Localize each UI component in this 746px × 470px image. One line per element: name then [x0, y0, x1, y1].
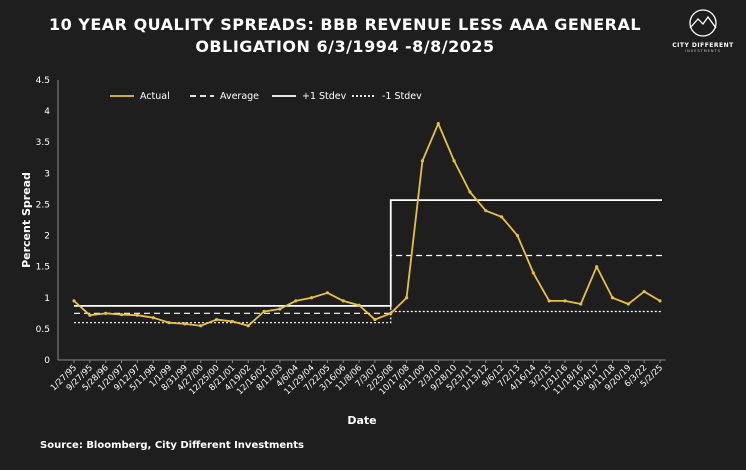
legend-label: Actual [140, 91, 170, 102]
data-point [626, 302, 630, 306]
data-point [230, 319, 234, 324]
data-point [500, 215, 504, 219]
chart-title-line1: 10 YEAR QUALITY SPREADS: BBB REVENUE LES… [48, 15, 642, 34]
data-point [294, 299, 298, 303]
data-point [72, 299, 76, 303]
data-point [214, 317, 219, 322]
data-point [610, 296, 615, 300]
data-point [119, 312, 124, 317]
data-point [135, 313, 139, 317]
y-tick-label: 3.5 [36, 138, 50, 148]
y-tick-label: 4 [44, 107, 50, 117]
series-line-actual [73, 122, 661, 327]
ref-line-average [74, 254, 662, 314]
data-point [563, 299, 567, 303]
data-series [72, 121, 662, 328]
data-point [531, 271, 535, 275]
data-point [151, 316, 155, 320]
x-axis-title: Date [347, 414, 376, 427]
y-tick-label: 0.5 [36, 325, 50, 335]
data-point [642, 289, 646, 294]
legend-label: +1 Stdev [302, 91, 347, 102]
data-point [104, 311, 108, 315]
data-point [420, 159, 425, 163]
ref-line--1-stdev [74, 199, 662, 307]
y-tick-label: 1 [44, 294, 50, 304]
chart-axes: 00.511.522.533.544.51/27/959/27/955/28/9… [20, 76, 666, 427]
data-point [404, 296, 409, 300]
data-point [452, 159, 456, 163]
logo-tag: INVESTMENTS [685, 49, 721, 53]
data-point [484, 209, 488, 213]
chart-legend: Actual Average +1 Stdev -1 Stdev [110, 91, 422, 102]
data-point [88, 313, 92, 317]
data-point [547, 299, 551, 303]
data-point [183, 322, 187, 326]
y-tick-label: 4.5 [36, 76, 50, 86]
data-point [262, 309, 266, 314]
data-point [468, 190, 472, 194]
mountain-logo-icon [689, 9, 717, 37]
company-logo: CITY DIFFERENT INVESTMENTS [670, 8, 736, 64]
data-point [373, 317, 377, 322]
data-point [325, 291, 330, 295]
legend-label: Average [220, 91, 259, 102]
data-point [341, 299, 345, 303]
data-point [515, 233, 520, 238]
data-point [658, 299, 662, 303]
data-point [278, 307, 282, 311]
data-point [579, 302, 583, 306]
data-point [595, 265, 599, 269]
data-point [246, 324, 250, 328]
logo-name: CITY DIFFERENT [672, 42, 734, 49]
data-point [309, 296, 314, 300]
reference-lines [74, 199, 662, 324]
chart-title-line2: OBLIGATION 6/3/1994 -8/8/2025 [195, 37, 495, 56]
data-point [199, 324, 203, 328]
data-point [389, 311, 393, 315]
y-tick-label: 0 [44, 356, 50, 366]
y-tick-label: 2.5 [36, 200, 50, 210]
data-point [436, 121, 440, 126]
chart-title: 10 YEAR QUALITY SPREADS: BBB REVENUE LES… [40, 14, 650, 58]
y-tick-label: 3 [44, 169, 50, 179]
y-tick-label: 1.5 [36, 263, 50, 273]
data-point [357, 303, 361, 307]
source-note: Source: Bloomberg, City Different Invest… [40, 440, 305, 451]
data-point [167, 321, 171, 325]
y-tick-label: 2 [44, 232, 50, 242]
y-axis-title: Percent Spread [20, 172, 33, 268]
legend-label: -1 Stdev [382, 91, 422, 102]
